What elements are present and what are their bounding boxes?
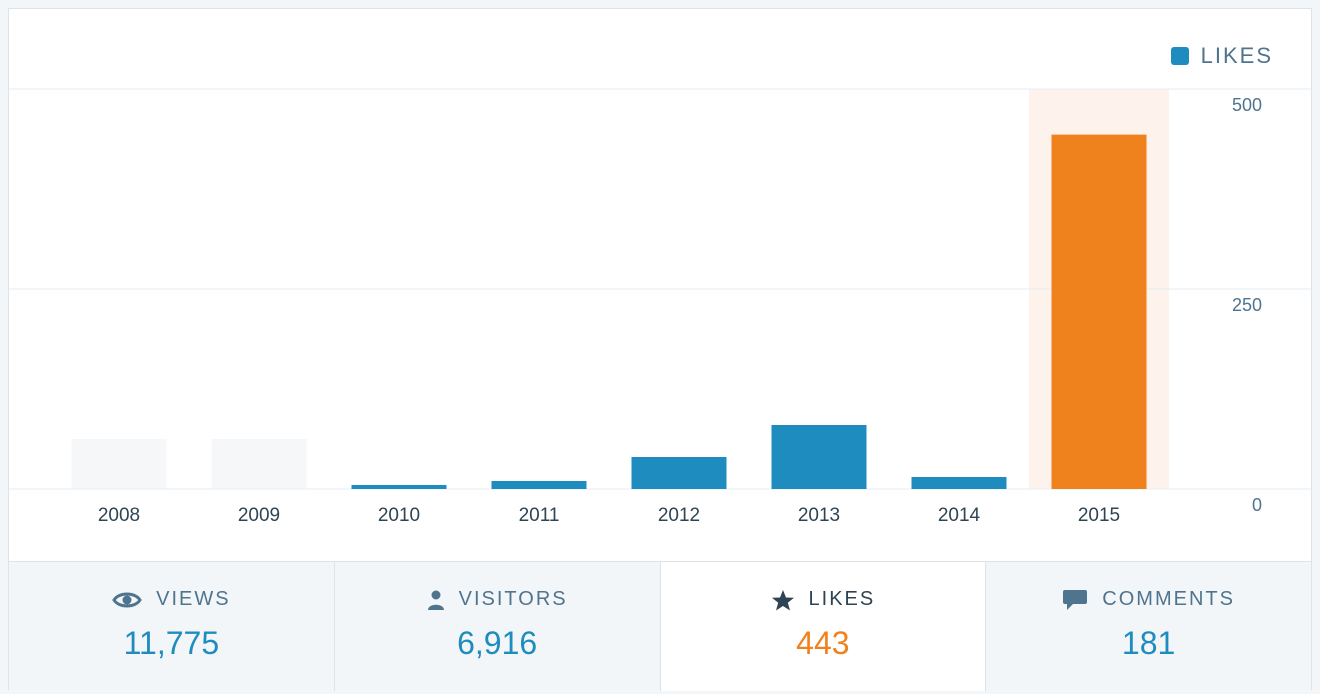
bar-2009[interactable] — [211, 439, 307, 489]
speech-bubble-icon — [1062, 589, 1088, 611]
x-tick-label: 2008 — [98, 505, 140, 526]
y-tick-label: 0 — [1252, 495, 1262, 515]
tab-views[interactable]: VIEWS 11,775 — [9, 562, 335, 691]
x-tick-label: 2012 — [658, 505, 700, 526]
tab-comments-value: 181 — [1121, 625, 1176, 661]
bar-2011[interactable] — [491, 481, 587, 489]
eye-icon — [112, 590, 142, 610]
x-tick-label: 2015 — [1078, 505, 1120, 526]
tab-visitors-value: 6,916 — [457, 625, 538, 661]
tab-views-value: 11,775 — [123, 625, 220, 661]
x-tick-label: 2014 — [938, 505, 981, 526]
chart-legend: LIKES — [1170, 43, 1273, 69]
x-tick-label: 2013 — [798, 505, 840, 526]
bar-2014[interactable] — [911, 477, 1007, 489]
bar-2012[interactable] — [631, 457, 727, 489]
likes-bar-chart: 0 250 500 2008 2009 2010 2011 2012 2013 2014 2015 — [9, 88, 1311, 526]
bar-2008[interactable] — [71, 439, 167, 489]
tab-comments-label: COMMENTS — [1102, 588, 1235, 610]
x-tick-label: 2010 — [378, 505, 420, 526]
tab-visitors[interactable]: VISITORS 6,916 — [334, 562, 661, 691]
legend-label: LIKES — [1200, 43, 1273, 68]
y-tick-label: 500 — [1232, 95, 1262, 115]
x-tick-label: 2011 — [519, 505, 560, 526]
bar-2013[interactable] — [771, 425, 867, 489]
bar-2015[interactable] — [1051, 134, 1147, 489]
tab-likes-value: 443 — [796, 625, 850, 661]
x-tick-label: 2009 — [238, 505, 280, 526]
stats-card: 0 250 500 2008 2009 2010 2011 2012 2013 2014 2015 … — [8, 8, 1312, 691]
tab-comments[interactable]: COMMENTS 181 — [986, 562, 1311, 691]
bar-2010[interactable] — [351, 485, 447, 489]
tab-likes-label: LIKES — [808, 588, 876, 610]
tab-visitors-label: VISITORS — [458, 588, 568, 610]
y-tick-label: 250 — [1232, 295, 1262, 315]
star-icon — [771, 589, 795, 611]
tab-views-label: VIEWS — [156, 588, 231, 610]
stats-tabs: VIEWS 11,775 VISITORS 6,916 — [9, 561, 1311, 691]
legend-swatch-icon — [1170, 47, 1189, 65]
tab-likes[interactable]: LIKES 443 — [660, 562, 987, 691]
person-icon — [427, 589, 445, 611]
